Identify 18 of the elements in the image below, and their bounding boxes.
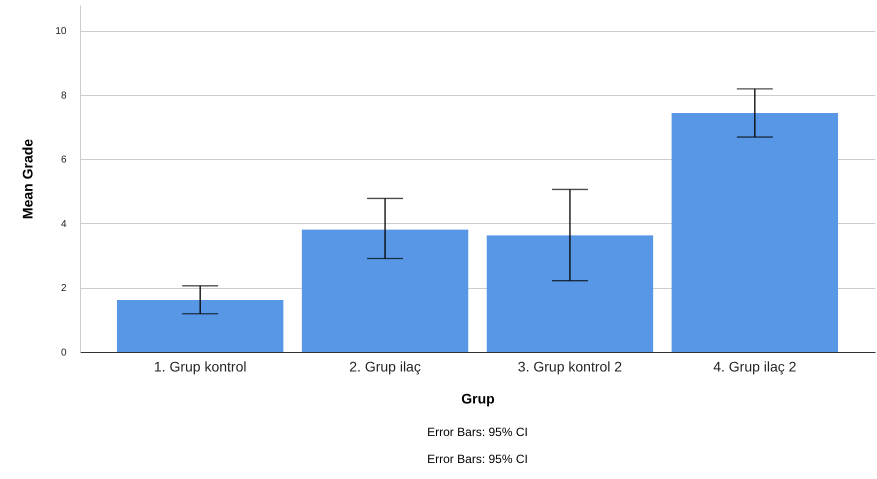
y-tick-label: 0 [60, 348, 67, 358]
x-tick-label: 4. Grup ilaç 2 [713, 358, 797, 374]
y-tick-label: 2 [60, 283, 67, 294]
x-tick-label: 1. Grup kontrol [154, 358, 246, 374]
bar [486, 235, 654, 352]
y-axis-title: Mean Grade [19, 138, 36, 220]
text: Error Bars: 95% CI [426, 425, 529, 441]
y-tick-label: 10 [55, 26, 67, 38]
x-tick-label: 3. Grup kontrol 2 [518, 358, 622, 374]
x-axis-title: Grup [461, 390, 495, 406]
text: Error Bars: 95% CI [426, 452, 529, 468]
x-tick-label: 2. Grup ilaç [349, 358, 421, 374]
y-tick-label: 4 [60, 218, 67, 230]
y-tick-label: 6 [60, 154, 67, 166]
bar [116, 300, 284, 352]
bar [672, 112, 838, 352]
y-tick-label: 8 [60, 90, 67, 102]
bar [302, 230, 468, 352]
